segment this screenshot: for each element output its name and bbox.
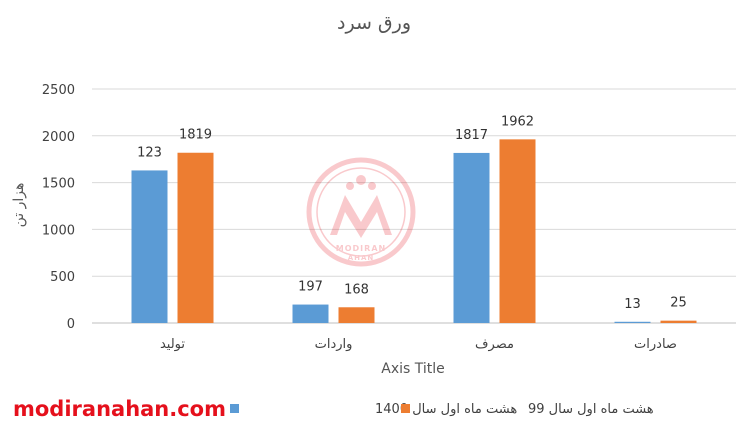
- y-tick-label: 1000: [42, 223, 75, 238]
- category-label: صادرات: [634, 337, 677, 352]
- logo-outer-ring: [306, 157, 416, 267]
- data-label: 123: [137, 145, 162, 160]
- category-label: تولید: [160, 337, 185, 352]
- bar: [131, 170, 168, 323]
- bar: [499, 139, 536, 323]
- bar: [614, 321, 651, 323]
- legend-swatch: [401, 404, 410, 413]
- y-tick-label: 2000: [42, 130, 75, 145]
- logo-dot-center: [356, 175, 366, 185]
- legend-label: هشت ماه اول سال 99: [528, 402, 654, 417]
- category-label: مصرف: [475, 337, 514, 352]
- data-label: 25: [670, 296, 687, 311]
- watermark-logo: MODIRAN AHAN: [306, 157, 416, 267]
- y-tick-label: 0: [67, 317, 75, 332]
- category-label: واردات: [315, 337, 353, 352]
- bar: [292, 304, 329, 323]
- chart-title: ورق سرد: [337, 12, 411, 34]
- logo-dot-right: [368, 182, 376, 190]
- y-axis-title: هزار تن: [11, 183, 27, 228]
- y-tick-label: 500: [50, 270, 75, 285]
- logo-text-top: MODIRAN: [336, 244, 386, 253]
- logo-dot-left: [346, 182, 354, 190]
- data-label: 13: [624, 297, 641, 312]
- logo-mark: [330, 195, 392, 238]
- bar: [177, 152, 214, 323]
- legend-swatch: [230, 404, 239, 413]
- legend-label: هشت ماه اول سال 1400: [375, 402, 517, 417]
- legend: هشت ماه اول سال 1400 هشت ماه اول سال 99: [230, 402, 654, 417]
- data-label: 197: [298, 280, 323, 295]
- data-label: 1962: [501, 114, 534, 129]
- data-label: 1819: [179, 128, 212, 143]
- logo-inner-ring: [316, 167, 406, 257]
- watermark-site-text: modiranahan.com: [13, 397, 226, 421]
- y-tick-label: 1500: [42, 177, 75, 192]
- bar: [453, 152, 490, 323]
- logo-text-bottom: AHAN: [348, 254, 375, 262]
- x-axis-title: Axis Title: [381, 361, 445, 377]
- bar: [660, 320, 697, 323]
- y-tick-label: 2500: [42, 83, 75, 98]
- data-label: 168: [344, 282, 369, 297]
- data-label: 1817: [455, 128, 488, 143]
- bar: [338, 307, 375, 323]
- data-labels: 123 1819 197 168 1817 1962 13 25: [137, 114, 687, 311]
- bars: [131, 139, 697, 323]
